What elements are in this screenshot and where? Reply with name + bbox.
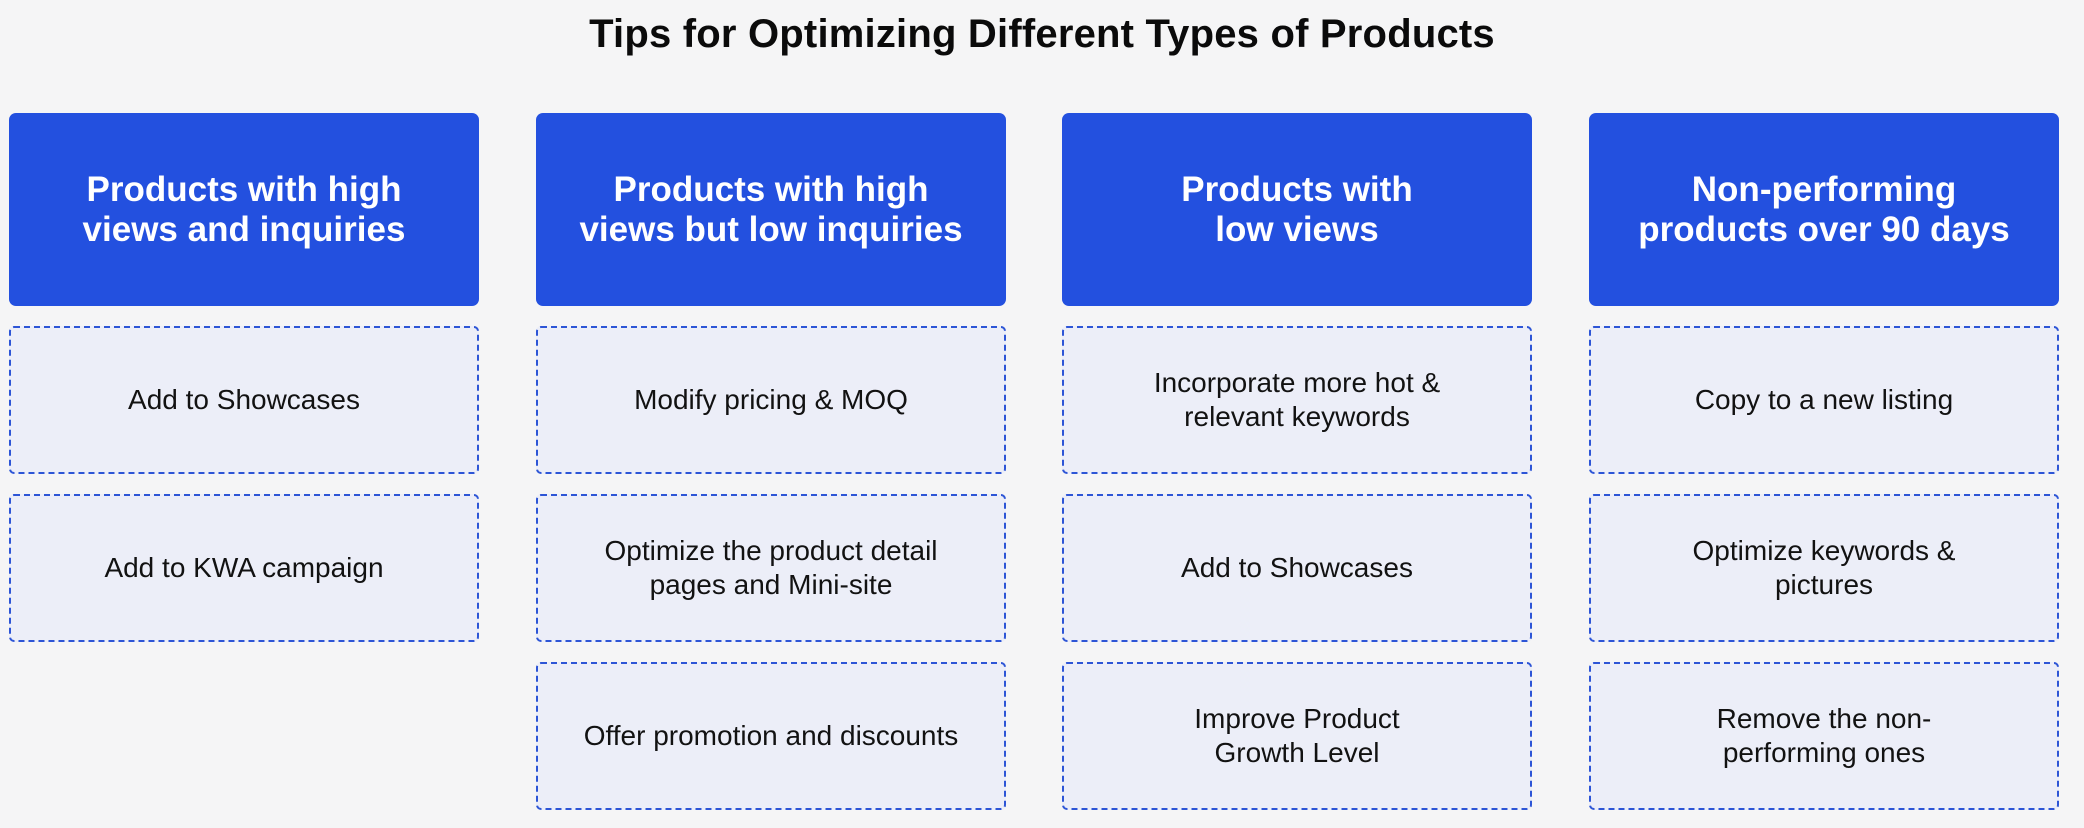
column-header: Products with high views and inquiries xyxy=(9,113,479,306)
tip-box: Optimize the product detail pages and Mi… xyxy=(536,494,1006,642)
tip-box: Copy to a new listing xyxy=(1589,326,2059,474)
tip-box: Add to KWA campaign xyxy=(9,494,479,642)
tip-box: Optimize keywords & pictures xyxy=(1589,494,2059,642)
column-header: Products with high views but low inquiri… xyxy=(536,113,1006,306)
tip-box: Modify pricing & MOQ xyxy=(536,326,1006,474)
tip-box: Remove the non-performing ones xyxy=(1589,662,2059,810)
tip-box: Offer promotion and discounts xyxy=(536,662,1006,810)
tip-box: Incorporate more hot & relevant keywords xyxy=(1062,326,1532,474)
column-header: Non-performing products over 90 days xyxy=(1589,113,2059,306)
column-high-views-and-inquiries: Products with high views and inquiries A… xyxy=(9,113,479,642)
tip-box: Add to Showcases xyxy=(9,326,479,474)
page-title: Tips for Optimizing Different Types of P… xyxy=(589,12,1495,56)
tip-box: Add to Showcases xyxy=(1062,494,1532,642)
column-non-performing-90-days: Non-performing products over 90 days Cop… xyxy=(1589,113,2059,810)
tip-box: Improve Product Growth Level xyxy=(1062,662,1532,810)
column-high-views-low-inquiries: Products with high views but low inquiri… xyxy=(536,113,1006,810)
column-header: Products with low views xyxy=(1062,113,1532,306)
column-low-views: Products with low views Incorporate more… xyxy=(1062,113,1532,810)
